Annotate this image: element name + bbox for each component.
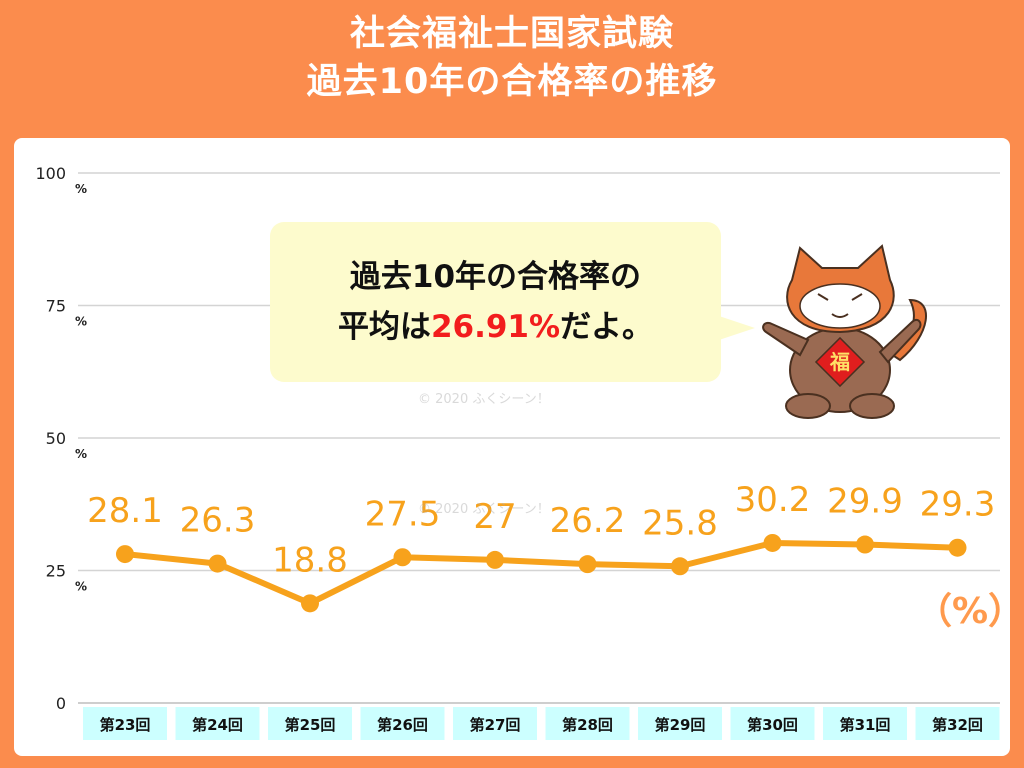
x-tick-label: 第27回 [470,716,521,734]
data-label: 30.2 [735,480,811,520]
title-line-1: 社会福祉士国家試験 [349,14,674,54]
average-rate: 26.91% [430,309,561,345]
data-point [301,594,319,613]
y-tick-unit: % [75,580,87,594]
bubble-suffix: だよ。 [560,309,654,345]
category-box [268,707,352,740]
unit-label: （%） [916,591,1024,632]
y-tick-label: 50 [46,429,66,448]
red-panda-mascot-icon: 福 [762,244,927,419]
category-box [545,707,630,740]
speech-bubble-text: 過去10年の合格率の 平均は26.91%だよ。 [270,252,721,352]
y-tick-label: 75 [46,297,66,316]
data-series [116,533,967,613]
y-axis-ticks: 0 25% 50% 75% 100% [35,164,87,713]
watermark: © 2020 ふくシーン！ [418,392,550,407]
category-box [823,707,907,740]
x-tick-label: 第28回 [562,716,613,734]
y-tick-label: 100 [35,164,66,183]
x-tick-label: 第26回 [377,716,428,734]
category-box [175,707,260,740]
chart-title: 社会福祉士国家試験 過去10年の合格率の推移 [0,10,1024,106]
data-label: 26.3 [180,501,256,541]
category-box [453,707,537,740]
data-point [671,557,689,576]
category-box [915,707,1000,740]
category-box [83,707,167,740]
mascot-badge-text: 福 [829,350,850,374]
data-label: 29.3 [920,485,996,525]
bubble-line-2: 平均は26.91%だよ。 [270,302,721,352]
data-label: 28.1 [87,491,163,531]
y-tick-unit: % [75,315,87,329]
data-label: 29.9 [827,482,903,522]
x-axis-categories: 第23回 第24回 第25回 第26回 第27回 第28回 第29回 第30回 第31回 第32回 [83,707,1000,740]
y-tick-label: 0 [56,694,66,713]
title-line-2: 過去10年の合格率の推移 [306,62,718,102]
data-label: 27 [473,497,516,537]
speech-bubble-tail [719,316,755,340]
x-tick-label: 第29回 [655,716,706,734]
x-tick-label: 第30回 [747,716,798,734]
data-label: 25.8 [642,503,718,543]
bubble-line-1: 過去10年の合格率の [349,259,642,295]
data-point [208,554,227,573]
x-tick-label: 第23回 [100,716,151,734]
x-tick-label: 第25回 [285,716,336,734]
data-point [393,548,412,567]
data-point [116,545,134,564]
y-tick-label: 25 [46,562,66,581]
watermark: © 2020 ふくシーン！ [418,502,550,517]
x-tick-label: 第32回 [932,716,983,734]
data-label: 26.2 [550,501,626,541]
data-label: 18.8 [272,540,348,580]
data-point [486,550,504,569]
series-line [122,539,961,607]
bubble-prefix: 平均は [337,309,431,345]
data-point [763,533,782,552]
value-labels: 28.1 26.3 18.8 27.5 27 26.2 25.8 30.2 29.9 29.3 [87,480,995,580]
data-label: 27.5 [365,494,441,534]
y-tick-unit: % [75,182,87,196]
category-box [638,707,722,740]
x-tick-label: 第24回 [192,716,243,734]
x-tick-label: 第31回 [840,716,891,734]
data-point [578,555,597,574]
category-box [360,707,445,740]
data-point [948,538,967,557]
speech-bubble: 過去10年の合格率の 平均は26.91%だよ。 [270,222,721,382]
y-tick-unit: % [75,447,87,461]
category-box [730,707,815,740]
data-point [856,535,874,554]
